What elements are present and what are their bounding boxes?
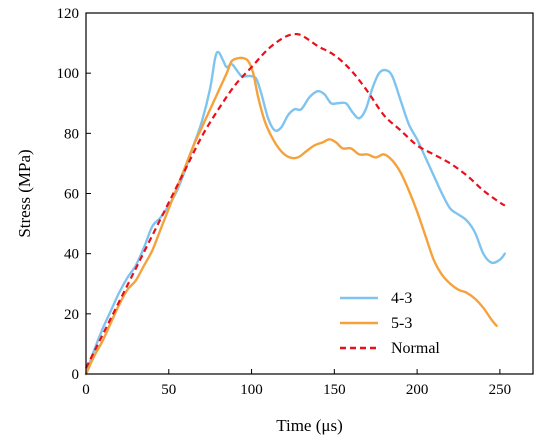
legend: 4-3 5-3 Normal bbox=[340, 290, 440, 357]
series-line-normal bbox=[85, 32, 506, 369]
plot-frame bbox=[85, 12, 534, 375]
series-line-4-3 bbox=[84, 50, 507, 376]
x-tick-label-3: 150 bbox=[323, 382, 346, 398]
x-tick-label-5: 250 bbox=[489, 382, 512, 398]
y-tick-label-2: 40 bbox=[64, 247, 79, 263]
y-tick-label-0: 0 bbox=[72, 367, 80, 383]
series-line-5-3 bbox=[84, 56, 498, 376]
x-tick-label-1: 50 bbox=[161, 382, 176, 398]
tick-layer: 0 50 100 150 200 250 0 20 40 60 80 100 120 bbox=[57, 6, 512, 398]
x-axis-label: Time (μs) bbox=[276, 416, 343, 435]
legend-label-normal: Normal bbox=[391, 340, 440, 357]
y-axis-label: Stress (MPa) bbox=[15, 149, 34, 237]
x-tick-label-2: 100 bbox=[240, 382, 263, 398]
x-tick-label-4: 200 bbox=[406, 382, 429, 398]
y-tick-label-1: 20 bbox=[64, 307, 79, 323]
y-tick-label-6: 120 bbox=[57, 6, 80, 22]
y-tick-label-3: 60 bbox=[64, 187, 79, 203]
legend-label-5-3: 5-3 bbox=[391, 315, 412, 332]
y-tick-label-4: 80 bbox=[64, 126, 79, 142]
y-tick-label-5: 100 bbox=[57, 66, 80, 82]
series-layer bbox=[84, 32, 507, 376]
legend-label-4-3: 4-3 bbox=[391, 290, 412, 307]
x-tick-label-0: 0 bbox=[82, 382, 90, 398]
